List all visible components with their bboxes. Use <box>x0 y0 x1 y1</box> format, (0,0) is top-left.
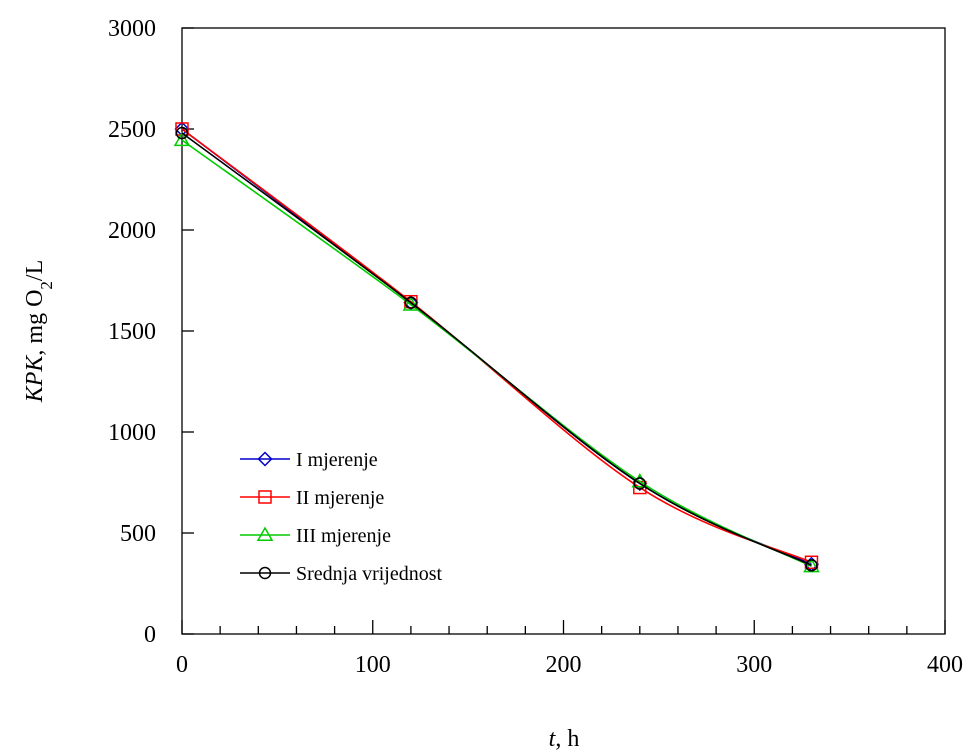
legend-label: I mjerenje <box>296 449 378 471</box>
y-axis-ticks: 0 500 1000 1500 2000 2500 3000 <box>108 16 194 648</box>
x-tick-label: 100 <box>355 652 391 678</box>
data-point <box>175 122 189 136</box>
x-axis-unit: , h <box>555 726 579 752</box>
x-tick-label: 200 <box>546 652 582 678</box>
series-layer <box>173 121 820 573</box>
legend-item: II mjerenje <box>240 487 384 509</box>
x-tick-label: 300 <box>736 652 772 678</box>
y-tick-label: 500 <box>120 521 156 547</box>
data-point <box>404 296 418 309</box>
legend-item: Srednja vrijednost <box>240 563 443 585</box>
data-point <box>175 126 189 140</box>
legend-marker <box>257 451 273 467</box>
x-tick-label: 400 <box>927 652 963 678</box>
x-axis-var: t <box>549 726 557 752</box>
y-tick-label: 3000 <box>108 16 156 42</box>
y-axis-title: KPK, mg O2/L <box>22 260 56 404</box>
legend: I mjerenje II mjerenje III mjerenje Srednja… <box>240 449 443 585</box>
y-tick-label: 2000 <box>108 218 156 244</box>
x-axis-title: t, h <box>549 726 580 752</box>
x-axis-ticks: 0 100 200 300 400 <box>176 620 963 678</box>
legend-marker <box>258 566 272 580</box>
legend-marker <box>256 526 274 541</box>
y-tick-label: 1000 <box>108 420 156 446</box>
legend-label: Srednja vrijednost <box>296 563 443 585</box>
legend-marker <box>258 490 272 504</box>
series-4 <box>175 126 818 572</box>
legend-label: III mjerenje <box>296 525 391 547</box>
series-line <box>181 128 812 566</box>
y-tick-label: 2500 <box>108 117 156 143</box>
data-point <box>803 557 820 573</box>
legend-item: I mjerenje <box>240 449 378 471</box>
series-2 <box>175 122 819 570</box>
y-tick-label: 1500 <box>108 319 156 345</box>
data-point <box>402 296 420 311</box>
y-axis-mid: , mg O <box>22 290 48 356</box>
y-tick-label: 0 <box>144 622 156 648</box>
series-1 <box>174 121 820 572</box>
legend-item: III mjerenje <box>240 525 391 547</box>
data-point <box>173 131 191 147</box>
x-minor-ticks <box>219 626 908 634</box>
series-line <box>181 139 812 568</box>
series-line <box>181 132 812 567</box>
y-axis-subscript: 2 <box>37 281 56 290</box>
x-tick-label: 0 <box>176 652 188 678</box>
legend-label: II mjerenje <box>296 487 384 509</box>
series-line <box>181 128 812 564</box>
y-axis-var: KPK <box>22 354 48 404</box>
data-point <box>805 559 818 572</box>
data-point <box>633 477 647 490</box>
y-axis-unit: /L <box>22 260 48 281</box>
